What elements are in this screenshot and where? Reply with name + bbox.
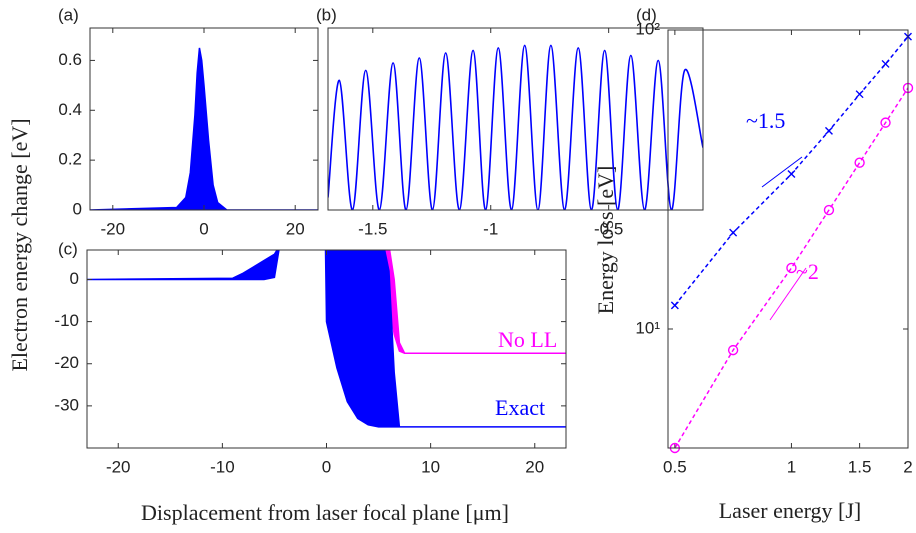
series-label: No LL: [498, 327, 557, 352]
y-axis-title: Energy loss [eV]: [593, 166, 618, 315]
line: [674, 87, 908, 448]
marker: [880, 117, 891, 128]
y-tick-label: -10: [54, 311, 79, 330]
marker: [729, 228, 738, 237]
plot-area: [87, 250, 566, 428]
x-tick-label: -10: [210, 457, 235, 476]
series-label: Exact: [495, 395, 545, 420]
line: [674, 36, 908, 306]
marker: [727, 344, 739, 356]
y-tick-label: 10¹: [635, 318, 660, 337]
panel-label: (b): [316, 5, 337, 24]
x-tick-label: 0.5: [663, 457, 687, 476]
y-tick-label: 0.6: [58, 50, 82, 69]
axes-box: [86, 249, 567, 449]
area: [90, 47, 318, 210]
marker: [881, 59, 890, 68]
marker: [670, 301, 679, 310]
marker: [786, 262, 797, 274]
plot-area: [90, 47, 318, 210]
y-tick-label: 10²: [635, 19, 660, 38]
y-tick-label: 0: [73, 199, 82, 218]
panel-label: (a): [58, 5, 79, 24]
band: [383, 250, 566, 354]
y-tick-label: -20: [54, 353, 79, 372]
axes-box: [667, 29, 909, 449]
y-tick-label: 0.4: [58, 100, 82, 119]
marker: [823, 204, 835, 216]
x-axis-title: Displacement from laser focal plane [μm]: [141, 500, 509, 525]
y-tick-label: -30: [54, 395, 79, 414]
x-tick-label: -1.5: [358, 219, 387, 238]
x-tick-label: 1: [787, 457, 796, 476]
x-tick-label: -20: [106, 457, 131, 476]
slope-label: ~2: [796, 259, 819, 284]
marker: [787, 169, 796, 178]
x-tick-label: -0.5: [594, 219, 623, 238]
x-axis-title: Laser energy [J]: [719, 498, 862, 523]
axes-box: [89, 27, 319, 211]
x-tick-label: 20: [286, 219, 305, 238]
axes-box: [327, 27, 704, 211]
x-tick-label: 0: [322, 457, 331, 476]
x-tick-label: -1: [483, 219, 498, 238]
panel-label: (d): [636, 5, 657, 24]
slope-guide: [761, 156, 803, 188]
x-tick-label: 20: [525, 457, 544, 476]
x-tick-label: 10: [421, 457, 440, 476]
x-tick-label: 2: [903, 457, 912, 476]
slope-label: ~1.5: [746, 108, 785, 133]
x-tick-label: 1.5: [848, 457, 872, 476]
slope-guide: [769, 267, 807, 321]
marker: [855, 90, 864, 99]
marker: [824, 126, 833, 135]
y-axis-title: Electron energy change [eV]: [7, 118, 32, 371]
x-tick-label: 0: [199, 219, 208, 238]
y-tick-label: 0: [70, 269, 79, 288]
panel-label: (c): [58, 239, 78, 258]
band: [87, 250, 566, 428]
plot-area: [328, 44, 703, 210]
y-tick-label: 0.2: [58, 150, 82, 169]
x-tick-label: -20: [101, 219, 126, 238]
marker: [854, 157, 865, 168]
plot-area: [674, 36, 908, 448]
line: [328, 44, 703, 210]
